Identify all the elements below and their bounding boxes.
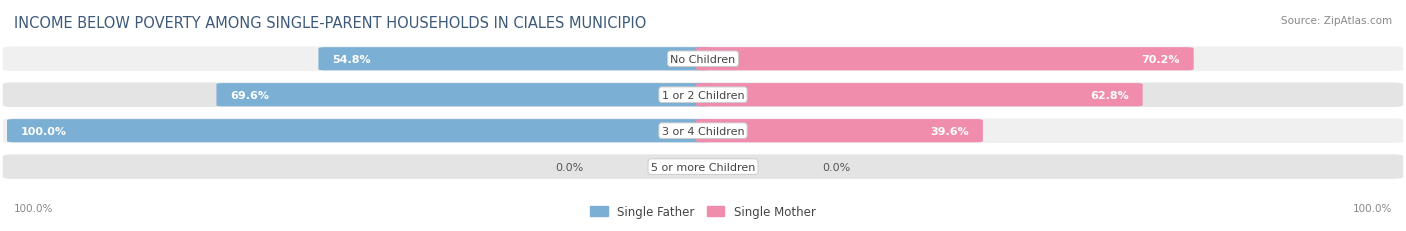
Text: 100.0%: 100.0%	[21, 126, 67, 136]
Text: Source: ZipAtlas.com: Source: ZipAtlas.com	[1281, 16, 1392, 26]
FancyBboxPatch shape	[696, 120, 983, 143]
Text: 70.2%: 70.2%	[1142, 55, 1180, 64]
Text: 5 or more Children: 5 or more Children	[651, 162, 755, 172]
FancyBboxPatch shape	[318, 48, 710, 71]
Text: 62.8%: 62.8%	[1090, 90, 1129, 100]
FancyBboxPatch shape	[3, 83, 1403, 107]
Text: 39.6%: 39.6%	[929, 126, 969, 136]
Text: 1 or 2 Children: 1 or 2 Children	[662, 90, 744, 100]
FancyBboxPatch shape	[3, 47, 1403, 72]
FancyBboxPatch shape	[696, 84, 1143, 107]
FancyBboxPatch shape	[696, 48, 1194, 71]
Text: INCOME BELOW POVERTY AMONG SINGLE-PARENT HOUSEHOLDS IN CIALES MUNICIPIO: INCOME BELOW POVERTY AMONG SINGLE-PARENT…	[14, 16, 647, 31]
Text: 54.8%: 54.8%	[332, 55, 371, 64]
Legend: Single Father, Single Mother: Single Father, Single Mother	[585, 201, 821, 223]
Text: 3 or 4 Children: 3 or 4 Children	[662, 126, 744, 136]
Text: 100.0%: 100.0%	[1353, 203, 1392, 213]
Text: 0.0%: 0.0%	[823, 162, 851, 172]
Text: 69.6%: 69.6%	[231, 90, 270, 100]
FancyBboxPatch shape	[3, 119, 1403, 143]
FancyBboxPatch shape	[3, 155, 1403, 179]
Text: No Children: No Children	[671, 55, 735, 64]
FancyBboxPatch shape	[7, 120, 710, 143]
Text: 0.0%: 0.0%	[555, 162, 583, 172]
FancyBboxPatch shape	[217, 84, 710, 107]
Text: 100.0%: 100.0%	[14, 203, 53, 213]
